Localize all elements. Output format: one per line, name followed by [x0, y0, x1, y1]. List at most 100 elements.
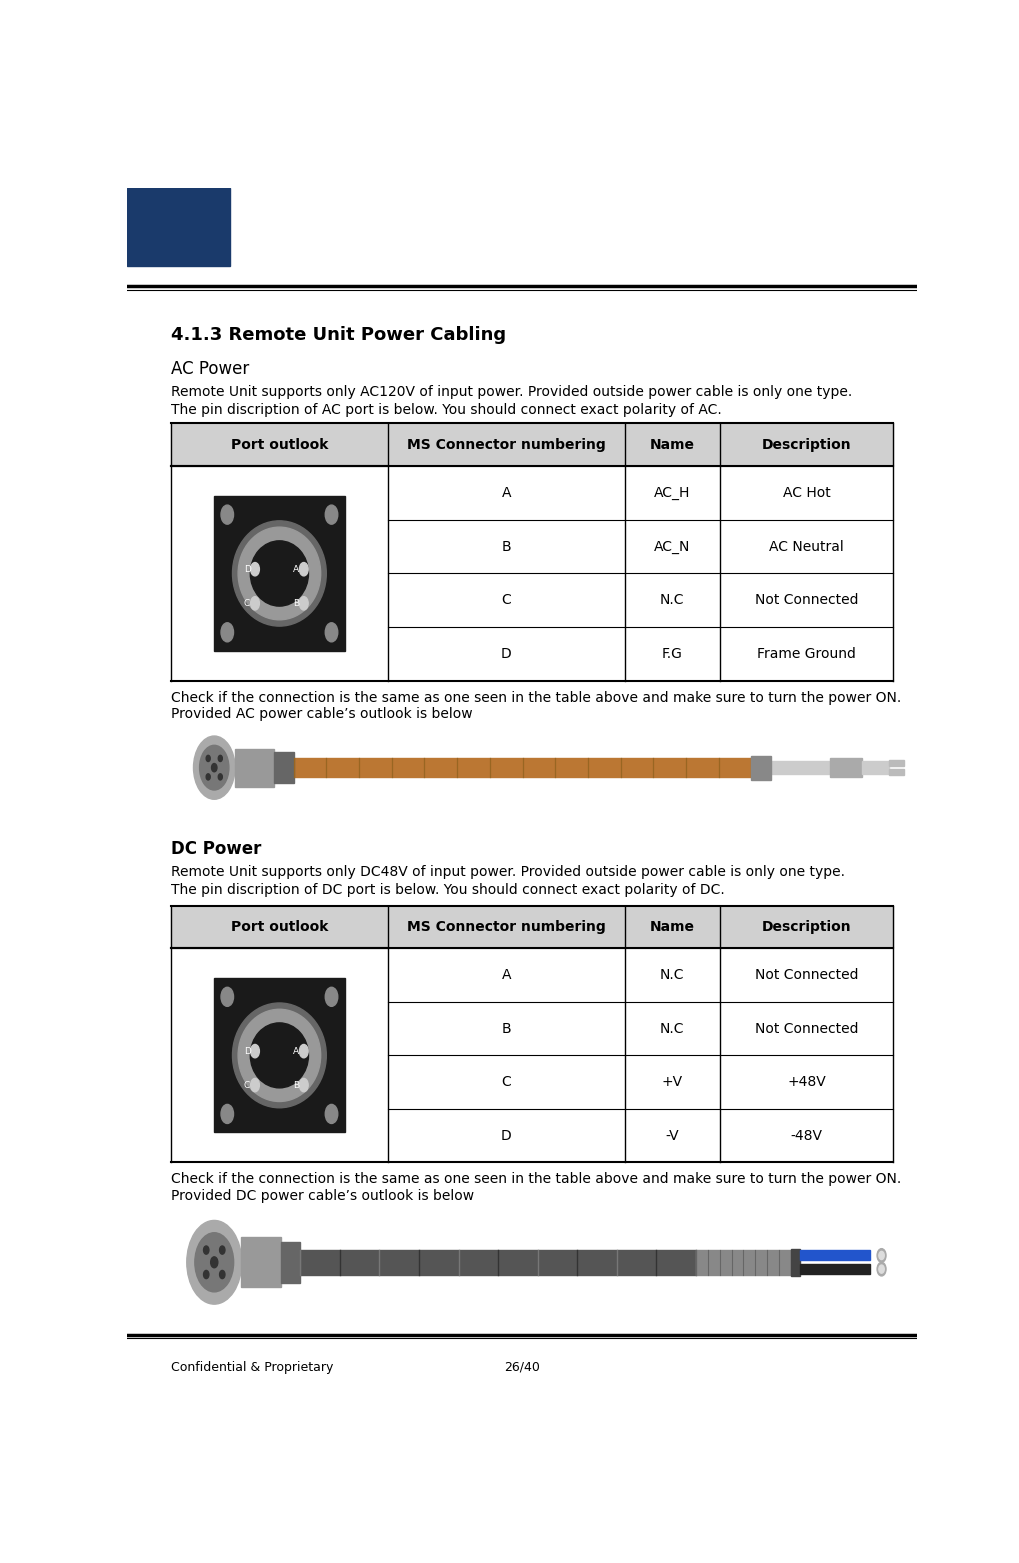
Text: AC Hot: AC Hot [783, 486, 830, 500]
Text: B: B [501, 539, 512, 553]
Text: Not Connected: Not Connected [755, 1022, 858, 1036]
Text: Provided AC power cable’s outlook is below: Provided AC power cable’s outlook is bel… [171, 708, 473, 722]
Text: D: D [244, 564, 251, 574]
Text: B: B [292, 599, 299, 608]
Bar [800, 1250, 869, 1260]
Bar [800, 1264, 869, 1274]
Text: Frame Ground: Frame Ground [757, 647, 856, 661]
Circle shape [221, 988, 233, 1007]
Text: Name: Name [650, 438, 695, 452]
Text: Port outlook: Port outlook [230, 438, 328, 452]
Circle shape [186, 1221, 242, 1304]
Text: F.G: F.G [662, 647, 683, 661]
Circle shape [211, 1257, 218, 1268]
Text: +V: +V [661, 1075, 683, 1089]
Text: -48V: -48V [791, 1128, 822, 1143]
Circle shape [251, 1044, 260, 1058]
Bar [293, 758, 751, 777]
Circle shape [218, 774, 222, 780]
Text: D: D [244, 1047, 251, 1055]
Text: Confidential & Proprietary: Confidential & Proprietary [171, 1361, 333, 1374]
Text: +48V: +48V [787, 1075, 826, 1089]
Text: Check if the connection is the same as one seen in the table above and make sure: Check if the connection is the same as o… [171, 1172, 901, 1186]
Text: DC Power: DC Power [171, 839, 261, 858]
Bar [280, 1243, 301, 1283]
Circle shape [194, 736, 235, 799]
Ellipse shape [232, 520, 326, 627]
Text: D: D [501, 647, 512, 661]
Bar [791, 1249, 800, 1275]
Circle shape [251, 563, 260, 575]
Text: D: D [501, 1128, 512, 1143]
Text: AC_H: AC_H [654, 486, 691, 500]
Text: Not Connected: Not Connected [755, 967, 858, 982]
Text: Description: Description [762, 438, 851, 452]
Circle shape [221, 1105, 233, 1124]
Text: MS Connector numbering: MS Connector numbering [407, 438, 606, 452]
Text: AC Power: AC Power [171, 359, 249, 378]
Text: Port outlook: Port outlook [230, 921, 328, 935]
Text: A: A [501, 486, 512, 500]
Ellipse shape [232, 1003, 326, 1108]
Bar [171, 907, 894, 949]
Text: 26/40: 26/40 [504, 1361, 540, 1374]
Text: N.C: N.C [660, 967, 685, 982]
Text: Check if the connection is the same as one seen in the table above and make sure: Check if the connection is the same as o… [171, 691, 901, 705]
Ellipse shape [238, 1010, 321, 1102]
Bar [234, 749, 274, 786]
Circle shape [195, 1233, 233, 1293]
Circle shape [300, 563, 308, 575]
Text: A: A [501, 967, 512, 982]
Text: Name: Name [650, 921, 695, 935]
Bar [214, 978, 344, 1133]
Circle shape [204, 1246, 209, 1254]
Text: C: C [244, 1080, 251, 1089]
Bar [214, 495, 344, 650]
Text: N.C: N.C [660, 594, 685, 608]
Text: B: B [292, 1080, 299, 1089]
Circle shape [218, 755, 222, 761]
Ellipse shape [238, 527, 321, 621]
Text: A: A [292, 564, 299, 574]
Circle shape [219, 1246, 225, 1254]
Text: C: C [244, 599, 251, 608]
Circle shape [325, 988, 337, 1007]
Circle shape [219, 1271, 225, 1279]
Bar [771, 761, 830, 774]
Bar [171, 424, 894, 466]
Circle shape [300, 1078, 308, 1093]
Circle shape [251, 597, 260, 610]
Text: Not Connected: Not Connected [755, 594, 858, 608]
Text: -V: -V [665, 1128, 679, 1143]
Bar [274, 752, 293, 783]
Circle shape [878, 1252, 884, 1260]
Circle shape [325, 505, 337, 524]
Bar [301, 1249, 696, 1275]
Circle shape [221, 505, 233, 524]
Bar [751, 755, 771, 780]
Ellipse shape [251, 541, 309, 606]
Text: N.C: N.C [660, 1022, 685, 1036]
Circle shape [206, 774, 210, 780]
Text: The pin discription of DC port is below. You should connect exact polarity of DC: The pin discription of DC port is below.… [171, 883, 725, 897]
Ellipse shape [251, 1022, 309, 1088]
Text: MS Connector numbering: MS Connector numbering [407, 921, 606, 935]
Circle shape [206, 755, 210, 761]
Text: Provided DC power cable’s outlook is below: Provided DC power cable’s outlook is bel… [171, 1189, 474, 1204]
Text: AC Neutral: AC Neutral [769, 539, 844, 553]
Circle shape [325, 1105, 337, 1124]
Circle shape [204, 1271, 209, 1279]
Text: C: C [501, 1075, 512, 1089]
Text: Remote Unit supports only AC120V of input power. Provided outside power cable is: Remote Unit supports only AC120V of inpu… [171, 384, 852, 399]
Circle shape [325, 622, 337, 642]
Text: TECHNOLOGIES: TECHNOLOGIES [131, 244, 186, 253]
Text: AC_N: AC_N [654, 539, 691, 553]
Bar [696, 1249, 791, 1275]
Text: C: C [501, 594, 512, 608]
Text: A: A [292, 1047, 299, 1055]
Text: The pin discription of AC port is below. You should connect exact polarity of AC: The pin discription of AC port is below.… [171, 403, 721, 417]
Bar [127, 188, 230, 266]
Circle shape [300, 1044, 308, 1058]
Text: Description: Description [762, 921, 851, 935]
Circle shape [200, 746, 229, 789]
